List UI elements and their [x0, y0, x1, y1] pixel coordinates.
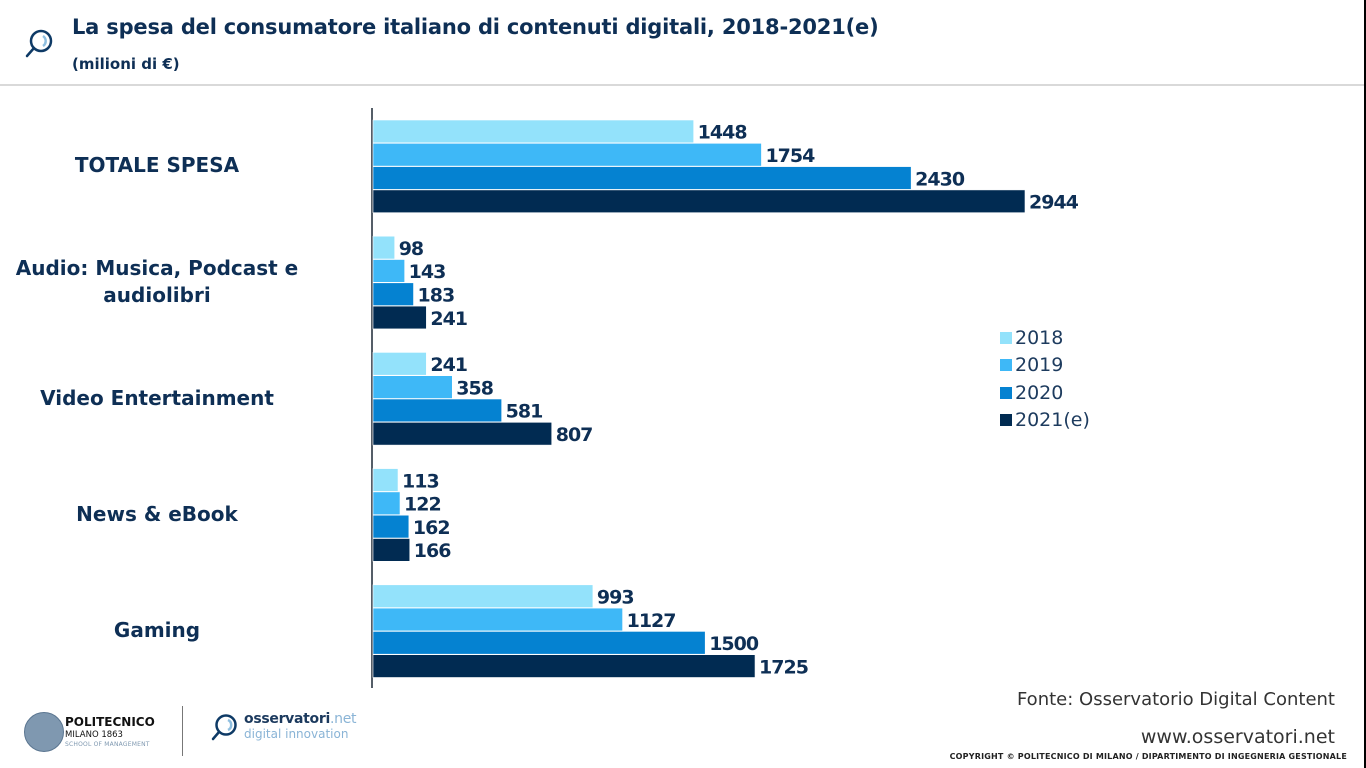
legend-swatch — [1000, 414, 1012, 427]
source-note: Fonte: Osservatorio Digital Content — [1016, 689, 1335, 710]
logo-divider — [182, 706, 183, 756]
header-divider — [0, 84, 1364, 86]
category-label-line: Audio: Musica, Podcast e — [15, 255, 299, 280]
data-label: 241 — [430, 354, 467, 376]
data-label: 183 — [418, 284, 455, 306]
bar-2019-2 — [372, 375, 453, 399]
page-subtitle: (milioni di €) — [72, 55, 180, 73]
category-label-line: audiolibri — [103, 282, 211, 307]
magnifier-icon — [25, 29, 53, 58]
data-label: 241 — [430, 308, 467, 330]
bar-2018-4 — [372, 584, 594, 608]
data-label: 358 — [456, 377, 493, 399]
bar-2021e-1 — [372, 305, 427, 330]
bar-2021e-4 — [372, 654, 756, 678]
legend-item: 2018 — [1000, 324, 1090, 352]
legend-label: 2021(e) — [1015, 409, 1090, 432]
data-label: 1448 — [698, 122, 748, 144]
category-label-line: Gaming — [113, 617, 201, 642]
bar-2020-0 — [372, 166, 912, 190]
osservatori-brand: osservatori.net — [244, 711, 357, 727]
bar-2021e-0 — [372, 189, 1026, 213]
polimi-seal-logo — [24, 712, 64, 752]
polimi-school: SCHOOL OF MANAGEMENT — [65, 741, 150, 748]
polimi-name: POLITECNICO — [65, 715, 155, 729]
data-label: 98 — [399, 238, 424, 260]
category-label: News & eBook — [0, 501, 317, 528]
bar-2021e-3 — [372, 538, 411, 562]
legend-item: 2019 — [1000, 352, 1090, 380]
bar-2018-0 — [372, 119, 694, 144]
data-label: 1725 — [759, 656, 808, 678]
data-label: 122 — [404, 494, 441, 516]
bar-2018-2 — [372, 352, 427, 376]
legend-item: 2020 — [1000, 379, 1090, 407]
data-label: 1500 — [709, 633, 759, 655]
polimi-city: MILANO 1863 — [65, 730, 123, 740]
data-label: 162 — [413, 517, 450, 539]
category-label: Audio: Musica, Podcast e audiolibri — [0, 255, 317, 309]
legend-label: 2018 — [1015, 326, 1064, 349]
legend-item: 2021(e) — [1000, 407, 1090, 435]
data-label: 2944 — [1029, 192, 1079, 214]
bar-2020-2 — [372, 398, 502, 423]
legend-label: 2020 — [1015, 381, 1064, 404]
legend-swatch — [1000, 359, 1012, 372]
data-label: 166 — [414, 540, 451, 562]
data-label: 2430 — [915, 168, 965, 190]
data-label: 143 — [409, 261, 446, 283]
category-label-line: News & eBook — [76, 501, 238, 526]
bar-2019-4 — [372, 607, 623, 632]
data-label: 581 — [506, 401, 543, 423]
legend-swatch — [1000, 386, 1012, 399]
bar-2018-3 — [372, 468, 399, 492]
category-label-line: TOTALE SPESA — [74, 153, 240, 178]
legend-swatch — [1000, 331, 1012, 344]
bar-2020-1 — [372, 282, 414, 306]
bar-2019-1 — [372, 259, 405, 283]
website-link[interactable]: www.osservatori.net — [1140, 726, 1335, 748]
osservatori-tld: .net — [329, 711, 357, 727]
data-label: 113 — [402, 470, 439, 492]
data-label: 807 — [556, 424, 593, 446]
category-label-line: Video Entertainment — [40, 385, 274, 410]
osservatori-logo-icon — [211, 714, 237, 741]
bar-2018-1 — [372, 235, 396, 260]
bar-2019-0 — [372, 143, 762, 167]
bar-2020-3 — [372, 514, 410, 539]
data-label: 993 — [597, 586, 634, 608]
category-label: Gaming — [0, 617, 317, 644]
bar-2019-3 — [372, 491, 401, 515]
bar-2020-4 — [372, 631, 706, 655]
osservatori-tagline: digital innovation — [244, 727, 349, 741]
page-title: La spesa del consumatore italiano di con… — [72, 15, 879, 39]
copyright-note: COPYRIGHT © POLITECNICO DI MILANO / DIPA… — [949, 752, 1347, 761]
osservatori-name: osservatori — [244, 711, 330, 727]
bar-2021e-2 — [372, 421, 553, 446]
legend-label: 2019 — [1015, 354, 1064, 377]
data-label: 1754 — [765, 145, 815, 167]
category-label: TOTALE SPESA — [0, 152, 317, 179]
right-edge-bar — [1364, 0, 1366, 768]
data-label: 1127 — [627, 610, 676, 632]
category-label: Video Entertainment — [0, 385, 317, 412]
legend: 2018 2019 2020 2021(e) — [1000, 324, 1090, 434]
